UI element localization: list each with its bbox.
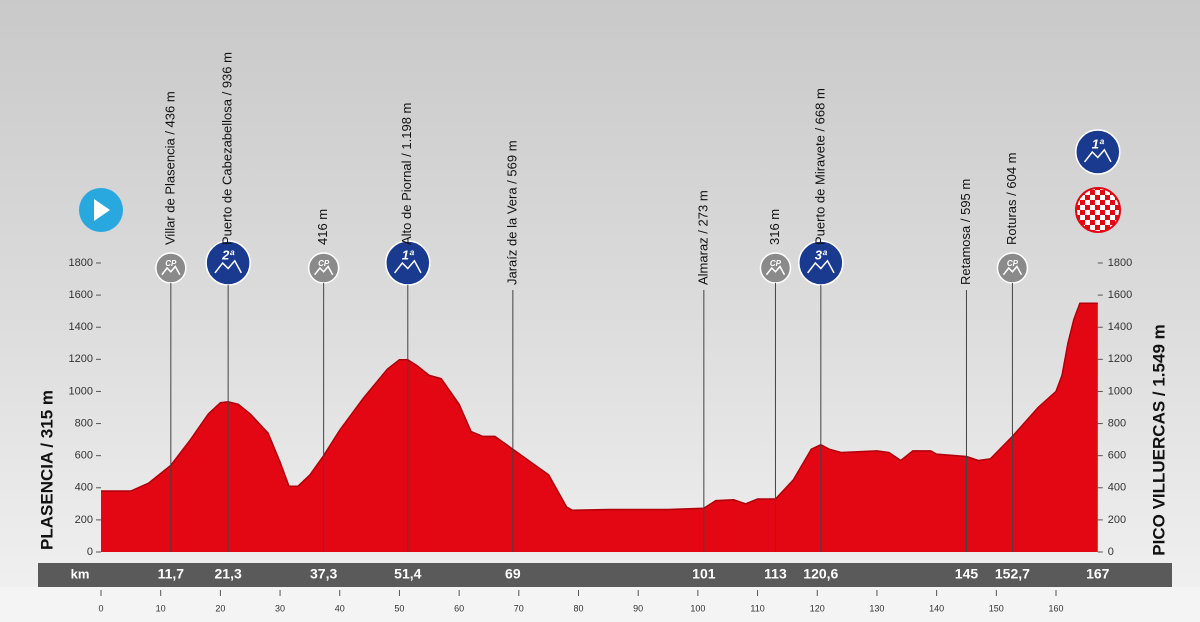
y2-tick-label: 1000 <box>1108 385 1132 397</box>
badge-text: CP <box>1007 259 1019 268</box>
start-label: PLASENCIA / 315 m <box>37 390 56 550</box>
km-label: 69 <box>505 566 521 582</box>
km-label: 120,6 <box>803 566 838 582</box>
start-arrow <box>94 199 110 221</box>
y-tick-label: 1800 <box>69 257 93 269</box>
km-label: 145 <box>955 566 979 582</box>
km-label: 11,7 <box>158 566 185 582</box>
km-label: 51,4 <box>394 566 421 582</box>
x-tick-label: 20 <box>215 603 225 613</box>
badge-text: CP <box>165 259 177 268</box>
km-label: 167 <box>1086 566 1110 582</box>
waypoint: 1ª Alto de Piornal / 1.198 m 51,4 <box>385 103 431 582</box>
km-band <box>38 563 1172 587</box>
y2-tick-label: 1400 <box>1108 321 1132 333</box>
waypoint: CP 416 m 37,3 <box>307 209 340 582</box>
y-tick-label: 200 <box>75 514 93 526</box>
waypoint-label: Almaraz / 273 m <box>695 190 710 285</box>
waypoint-label: Jaraíz de la Vera / 569 m <box>504 140 519 285</box>
y2-tick-label: 1200 <box>1108 353 1132 365</box>
km-label: 113 <box>764 566 787 582</box>
waypoint: 3ª Puerto de Miravete / 668 m 120,6 <box>798 88 844 582</box>
x-tick-label: 120 <box>810 603 825 613</box>
x-tick-label: 130 <box>869 603 884 613</box>
y2-tick-label: 600 <box>1108 450 1126 462</box>
badge-mountain <box>1083 148 1112 163</box>
badge-mountain <box>807 259 835 274</box>
badge-mountain <box>394 259 422 274</box>
waypoint-label: 416 m <box>315 209 330 245</box>
x-tick-label: 50 <box>394 603 404 613</box>
y-tick-label: 1400 <box>69 321 93 333</box>
x-tick-label: 10 <box>156 603 166 613</box>
waypoint-label: 316 m <box>767 209 782 245</box>
y-tick-label: 1000 <box>69 385 93 397</box>
area-fill <box>101 303 1098 552</box>
finish-flag <box>1075 187 1121 233</box>
finish-icon <box>1075 187 1121 233</box>
waypoint: Jaraíz de la Vera / 569 m 69 <box>504 140 521 581</box>
x-tick-label: 80 <box>573 603 583 613</box>
x-axis-label: km <box>71 566 90 581</box>
y2-tick-label: 0 <box>1108 546 1114 558</box>
y-tick-label: 400 <box>75 482 93 494</box>
waypoint-label: Retamosa / 595 m <box>958 179 973 285</box>
km-label: 37,3 <box>310 566 337 582</box>
x-tick-label: 110 <box>750 603 764 613</box>
km-label: 152,7 <box>995 566 1030 582</box>
km-label: 21,3 <box>215 566 242 582</box>
finish-label: PICO VILLUERCAS / 1.549 m <box>1149 324 1168 555</box>
badge-text: CP <box>318 259 330 268</box>
x-tick-label: 60 <box>454 603 464 613</box>
waypoint-label: Roturas / 604 m <box>1004 153 1019 246</box>
x-tick-label: 40 <box>335 603 345 613</box>
waypoint-label: Puerto de Miravete / 668 m <box>812 88 827 245</box>
badge-mountain <box>765 265 786 276</box>
x-tick-label: 0 <box>98 603 103 613</box>
waypoint: 2ª Puerto de Cabezabellosa / 936 m 21,3 <box>205 52 251 582</box>
x-tick-label: 70 <box>514 603 524 613</box>
waypoint: 1ª 167 <box>1075 129 1121 582</box>
badge-mountain <box>161 265 181 276</box>
y-tick-label: 1600 <box>69 289 93 301</box>
x-tick-label: 90 <box>633 603 643 613</box>
start-icon <box>79 188 123 232</box>
waypoint: CP Roturas / 604 m 152,7 <box>995 153 1030 582</box>
y-tick-label: 1200 <box>69 353 93 365</box>
badge-text: 2ª <box>221 247 235 262</box>
badge-mountain <box>1002 265 1023 276</box>
badge-text: 1ª <box>1092 136 1105 151</box>
y2-tick-label: 1800 <box>1108 257 1132 269</box>
badge-circle <box>1075 129 1121 175</box>
badge-text: 1ª <box>402 247 415 262</box>
y-tick-label: 600 <box>75 450 93 462</box>
profile-line <box>101 302 1098 512</box>
badge-mountain <box>314 265 334 276</box>
x-tick-label: 140 <box>929 603 944 613</box>
waypoint: CP Villar de Plasencia / 436 m 11,7 <box>155 91 187 582</box>
x-tick-label: 30 <box>275 603 285 613</box>
y-tick-label: 800 <box>75 417 93 429</box>
y2-tick-label: 400 <box>1108 482 1126 494</box>
waypoint: Retamosa / 595 m 145 <box>955 179 979 582</box>
x-axis-band <box>0 587 1200 622</box>
x-tick-label: 100 <box>690 603 705 613</box>
x-tick-label: 160 <box>1048 603 1063 613</box>
km-label: 101 <box>692 566 716 582</box>
badge-text: 3ª <box>815 247 828 262</box>
y-tick-label: 0 <box>87 546 93 558</box>
y2-tick-label: 1600 <box>1108 289 1132 301</box>
waypoint: Almaraz / 273 m 101 <box>692 190 716 581</box>
x-tick-label: 150 <box>989 603 1004 613</box>
y2-tick-label: 200 <box>1108 514 1126 526</box>
waypoint: CP 316 m 113 <box>759 209 792 582</box>
badge-text: CP <box>770 259 782 268</box>
badge-mountain <box>214 259 242 274</box>
y2-tick-label: 800 <box>1108 417 1126 429</box>
waypoint-label: Alto de Piornal / 1.198 m <box>399 103 414 245</box>
waypoint-label: Villar de Plasencia / 436 m <box>162 91 177 245</box>
waypoint-label: Puerto de Cabezabellosa / 936 m <box>220 52 235 245</box>
